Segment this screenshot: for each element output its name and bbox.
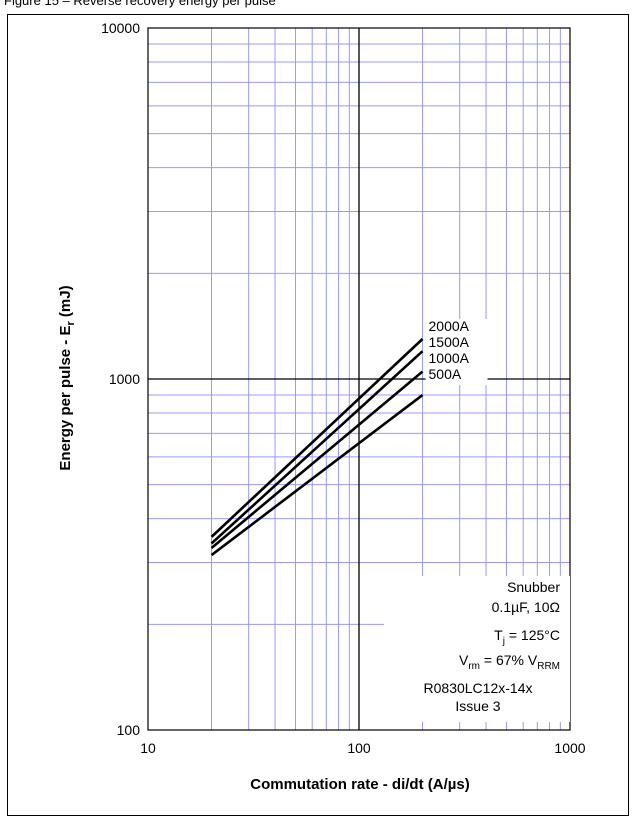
annotation-part-number: R0830LC12x-14x: [424, 680, 533, 696]
series-line-1500a: [210, 350, 424, 545]
series-line-2000a: [210, 338, 424, 538]
series-label-2000a: 2000A: [429, 318, 470, 334]
series-line-500a: [210, 394, 424, 557]
annotation-snubber: Snubber: [507, 579, 560, 595]
x-tick-label: 10: [140, 740, 156, 756]
tick-labels: 10 100 1000 100 1000 10000: [101, 20, 586, 756]
y-axis-label-unit: (mJ): [57, 285, 74, 321]
series-label-1000a: 1000A: [429, 350, 470, 366]
annotation-box: Snubber 0.1µF, 10Ω Tj = 125°C Vrm = 67% …: [384, 576, 570, 722]
x-tick-label: 1000: [554, 740, 585, 756]
header-strip-text: Figure 15 – Reverse recovery energy per …: [4, 0, 276, 8]
y-axis-label-main: Energy per pulse - E: [57, 326, 74, 471]
y-tick-label: 1000: [109, 371, 140, 387]
y-tick-label: 10000: [101, 20, 140, 36]
annotation-tj: Tj = 125°C: [494, 627, 560, 647]
y-axis-label: Energy per pulse - Er (mJ): [57, 285, 77, 470]
header-strip: Figure 15 – Reverse recovery energy per …: [0, 0, 635, 13]
series-label-500a: 500A: [429, 366, 462, 382]
major-grid: [148, 28, 570, 730]
plot-border: [147, 27, 571, 731]
chart-frame: [7, 14, 629, 816]
series-lines: [210, 338, 424, 557]
series-labels-background: [425, 319, 488, 386]
series-label-1500a: 1500A: [429, 334, 470, 350]
series-line-1000a: [210, 370, 424, 549]
y-tick-label: 100: [117, 722, 141, 738]
annotation-issue: Issue 3: [455, 698, 500, 714]
annotation-snubber-values: 0.1µF, 10Ω: [492, 599, 560, 615]
y-axis-label-sub: r: [65, 321, 77, 326]
x-tick-label: 100: [347, 740, 371, 756]
x-axis-label: Commutation rate - di/dt (A/µs): [250, 776, 469, 793]
annotation-vrm: Vrm = 67% VRRM: [459, 652, 560, 672]
